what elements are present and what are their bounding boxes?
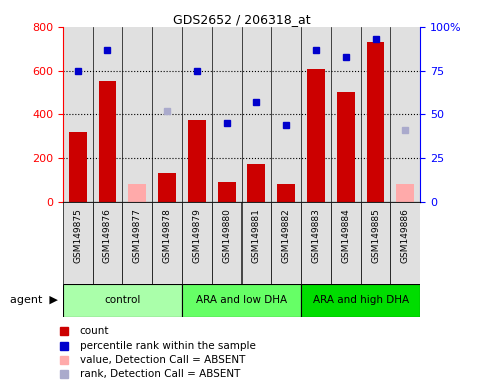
Text: rank, Detection Call = ABSENT: rank, Detection Call = ABSENT	[80, 369, 240, 379]
Text: GSM149884: GSM149884	[341, 208, 350, 263]
Text: GSM149878: GSM149878	[163, 208, 171, 263]
Text: GSM149875: GSM149875	[73, 208, 82, 263]
Bar	[390, 202, 420, 284]
Bar	[182, 202, 212, 284]
Bar	[99, 81, 116, 202]
Bar	[307, 70, 325, 202]
Text: control: control	[104, 295, 141, 306]
Text: GSM149885: GSM149885	[371, 208, 380, 263]
Text: GSM149886: GSM149886	[401, 208, 410, 263]
Bar	[63, 202, 93, 284]
Text: GSM149882: GSM149882	[282, 208, 291, 263]
Bar	[331, 202, 361, 284]
Bar	[63, 284, 182, 317]
Bar	[128, 184, 146, 202]
Bar	[158, 173, 176, 202]
Text: ARA and high DHA: ARA and high DHA	[313, 295, 409, 306]
Bar	[182, 284, 301, 317]
Text: count: count	[80, 326, 109, 336]
Bar	[397, 184, 414, 202]
Bar	[337, 93, 355, 202]
Text: percentile rank within the sample: percentile rank within the sample	[80, 341, 256, 351]
Title: GDS2652 / 206318_at: GDS2652 / 206318_at	[173, 13, 310, 26]
Text: GSM149881: GSM149881	[252, 208, 261, 263]
Bar	[361, 202, 390, 284]
Bar	[212, 202, 242, 284]
Bar	[69, 132, 86, 202]
Bar	[301, 284, 420, 317]
Bar	[277, 184, 295, 202]
Bar	[367, 42, 384, 202]
Bar	[93, 202, 122, 284]
Text: agent  ▶: agent ▶	[10, 295, 58, 306]
Bar	[271, 202, 301, 284]
Bar	[242, 202, 271, 284]
Text: ARA and low DHA: ARA and low DHA	[196, 295, 287, 306]
Bar	[218, 182, 236, 202]
Bar	[122, 202, 152, 284]
Bar	[188, 120, 206, 202]
Bar	[301, 202, 331, 284]
Text: GSM149876: GSM149876	[103, 208, 112, 263]
Text: GSM149879: GSM149879	[192, 208, 201, 263]
Text: GSM149880: GSM149880	[222, 208, 231, 263]
Text: value, Detection Call = ABSENT: value, Detection Call = ABSENT	[80, 355, 245, 365]
Bar	[247, 164, 265, 202]
Text: GSM149877: GSM149877	[133, 208, 142, 263]
Bar	[152, 202, 182, 284]
Text: GSM149883: GSM149883	[312, 208, 320, 263]
